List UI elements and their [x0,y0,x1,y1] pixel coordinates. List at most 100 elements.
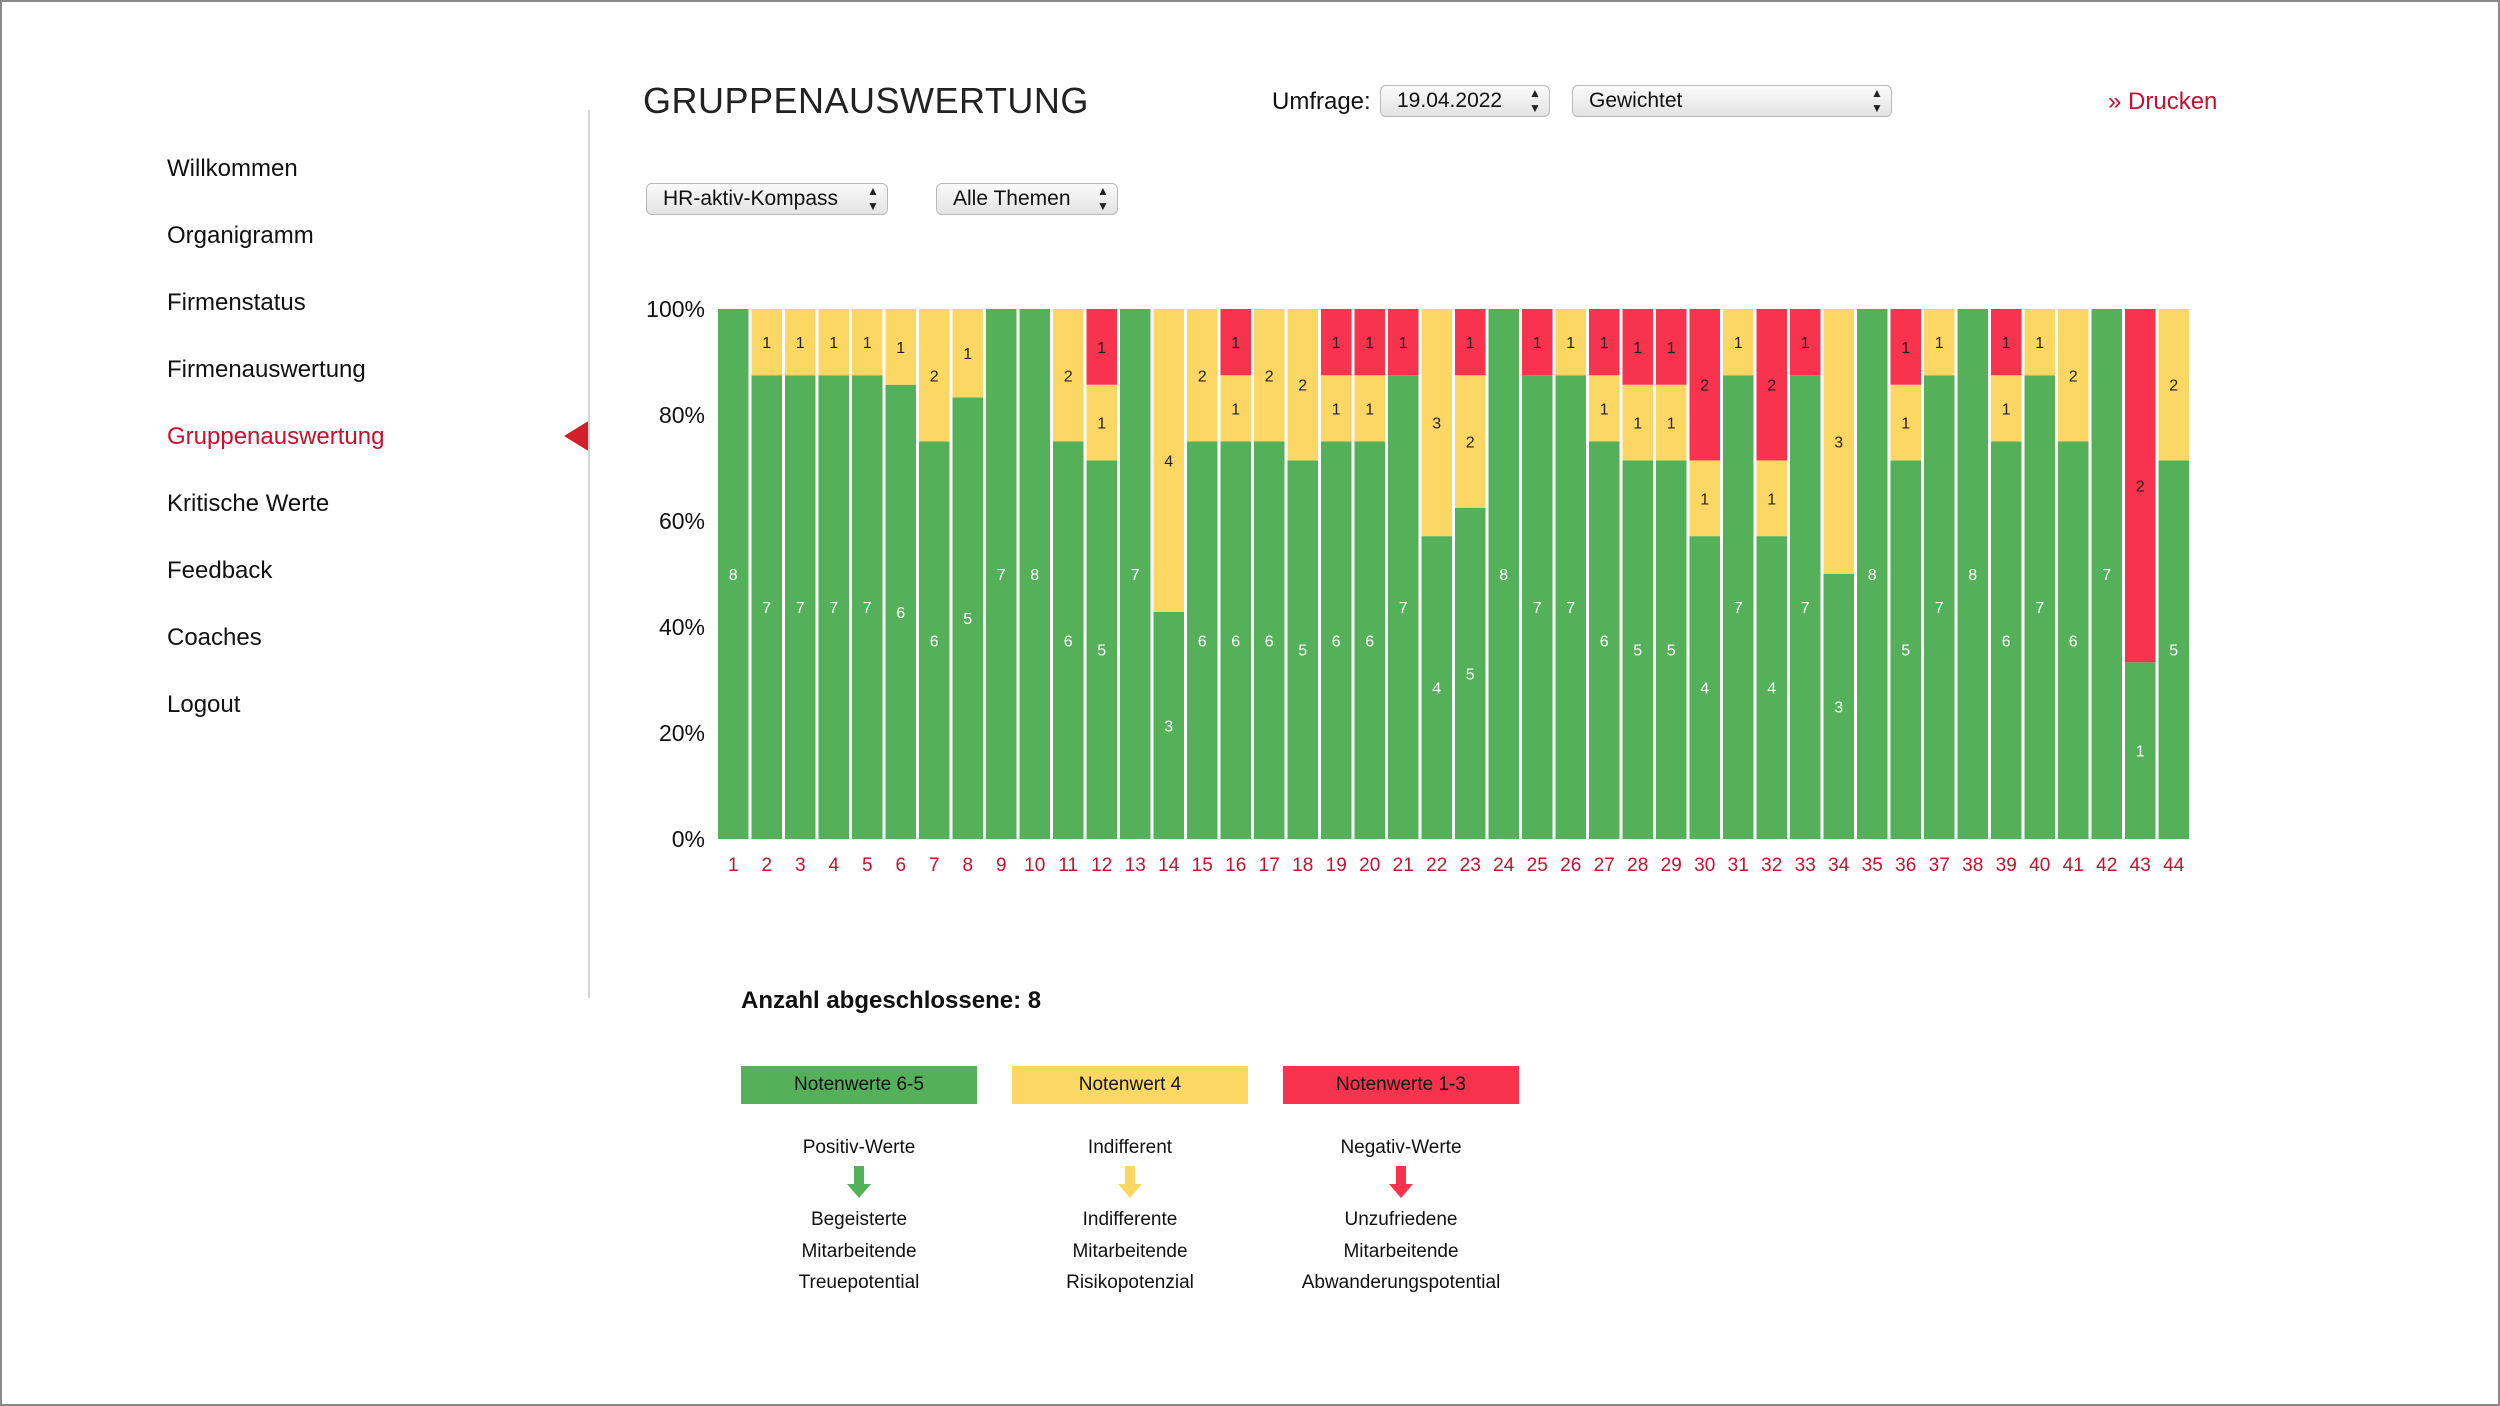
bar-segment[interactable] [1890,309,1922,385]
bar-segment[interactable] [852,375,883,839]
x-tick-label[interactable]: 39 [1996,855,2017,876]
x-tick-label[interactable]: 10 [1024,855,1045,876]
bar-segment[interactable] [2158,460,2190,839]
x-tick-label[interactable]: 18 [1292,855,1313,876]
x-tick-label[interactable]: 5 [862,855,873,876]
bar-segment[interactable] [1354,309,1386,376]
print-link[interactable]: » Drucken [2108,88,2218,115]
x-tick-label[interactable]: 29 [1661,855,1682,876]
bar-segment[interactable] [1991,441,2022,840]
bar-segment[interactable] [1455,507,1486,839]
x-tick-label[interactable]: 25 [1527,855,1548,876]
bar-segment[interactable] [852,309,883,376]
bar-segment[interactable] [785,309,816,376]
bar-segment[interactable] [1622,460,1654,839]
survey-date-select[interactable]: 19.04.2022 ▲ ▼ [1380,85,1550,117]
bar-segment[interactable] [718,309,749,839]
x-tick-label[interactable]: 16 [1225,855,1246,876]
bar-segment[interactable] [1790,309,1821,376]
bar-segment[interactable] [2125,662,2156,839]
bar-segment[interactable] [785,375,816,839]
bar-segment[interactable] [2058,309,2089,442]
bar-segment[interactable] [1187,309,1218,442]
x-tick-label[interactable]: 43 [2130,855,2151,876]
bar-segment[interactable] [2024,375,2056,839]
bar-segment[interactable] [1455,309,1486,376]
sidebar-item-coaches[interactable]: Coaches [167,624,262,651]
bar-segment[interactable] [751,375,783,839]
bar-segment[interactable] [1656,309,1687,385]
bar-segment[interactable] [2091,309,2123,839]
bar-segment[interactable] [1220,441,1252,840]
bar-segment[interactable] [1656,384,1687,461]
topics-select[interactable]: Alle Themen ▲ ▼ [936,183,1118,215]
x-tick-label[interactable]: 22 [1426,855,1447,876]
bar-segment[interactable] [1488,309,1520,839]
sidebar-item-gruppenauswertung[interactable]: Gruppenauswertung [167,423,385,450]
bar-segment[interactable] [1287,460,1319,839]
x-tick-label[interactable]: 33 [1795,855,1816,876]
weighting-select[interactable]: Gewichtet ▲ ▼ [1572,85,1892,117]
bar-segment[interactable] [1622,309,1654,385]
sidebar-item-willkommen[interactable]: Willkommen [167,155,298,182]
bar-segment[interactable] [1991,375,2022,442]
x-tick-label[interactable]: 26 [1560,855,1581,876]
bar-segment[interactable] [1053,309,1084,442]
bar-segment[interactable] [1857,309,1888,839]
bar-segment[interactable] [1153,611,1185,839]
x-tick-label[interactable]: 28 [1627,855,1648,876]
bar-segment[interactable] [1455,375,1486,508]
bar-segment[interactable] [1589,375,1620,442]
bar-segment[interactable] [1522,375,1553,839]
bar-segment[interactable] [1656,460,1687,839]
bar-segment[interactable] [1622,384,1654,461]
bar-segment[interactable] [818,375,850,839]
bar-segment[interactable] [2158,309,2190,461]
bar-segment[interactable] [1790,375,1821,839]
bar-segment[interactable] [952,309,984,398]
bar-segment[interactable] [1991,309,2022,376]
bar-segment[interactable] [1086,384,1118,461]
bar-segment[interactable] [1823,574,1855,839]
x-tick-label[interactable]: 36 [1895,855,1916,876]
bar-segment[interactable] [1220,309,1252,376]
bar-segment[interactable] [1354,375,1386,442]
bar-segment[interactable] [1153,309,1185,612]
sidebar-item-logout[interactable]: Logout [167,691,241,718]
bar-segment[interactable] [1689,460,1721,537]
bar-segment[interactable] [1890,384,1922,461]
x-tick-label[interactable]: 42 [2096,855,2117,876]
bar-segment[interactable] [1756,460,1788,537]
bar-segment[interactable] [1924,309,1955,376]
bar-segment[interactable] [1086,309,1118,385]
x-tick-label[interactable]: 2 [761,855,772,876]
x-tick-label[interactable]: 32 [1761,855,1782,876]
x-tick-label[interactable]: 9 [996,855,1007,876]
x-tick-label[interactable]: 27 [1594,855,1615,876]
bar-segment[interactable] [1388,309,1419,376]
bar-segment[interactable] [2024,309,2056,376]
bar-segment[interactable] [986,309,1017,839]
x-tick-label[interactable]: 31 [1728,855,1749,876]
bar-segment[interactable] [1388,375,1419,839]
bar-segment[interactable] [919,309,950,442]
sidebar-item-firmenstatus[interactable]: Firmenstatus [167,289,306,316]
x-tick-label[interactable]: 34 [1828,855,1850,876]
bar-segment[interactable] [1890,460,1922,839]
x-tick-label[interactable]: 11 [1058,855,1078,876]
x-tick-label[interactable]: 8 [962,855,973,876]
bar-segment[interactable] [885,384,917,839]
bar-segment[interactable] [1254,441,1285,840]
bar-segment[interactable] [1756,536,1788,839]
bar-segment[interactable] [1689,536,1721,839]
bar-segment[interactable] [1086,460,1118,839]
bar-segment[interactable] [818,309,850,376]
sidebar-item-feedback[interactable]: Feedback [167,557,273,584]
bar-segment[interactable] [1287,309,1319,461]
bar-segment[interactable] [1354,441,1386,840]
x-tick-label[interactable]: 21 [1393,855,1414,876]
bar-segment[interactable] [751,309,783,376]
bar-segment[interactable] [1421,536,1453,839]
sidebar-item-kritische-werte[interactable]: Kritische Werte [167,490,330,517]
bar-segment[interactable] [1522,309,1553,376]
